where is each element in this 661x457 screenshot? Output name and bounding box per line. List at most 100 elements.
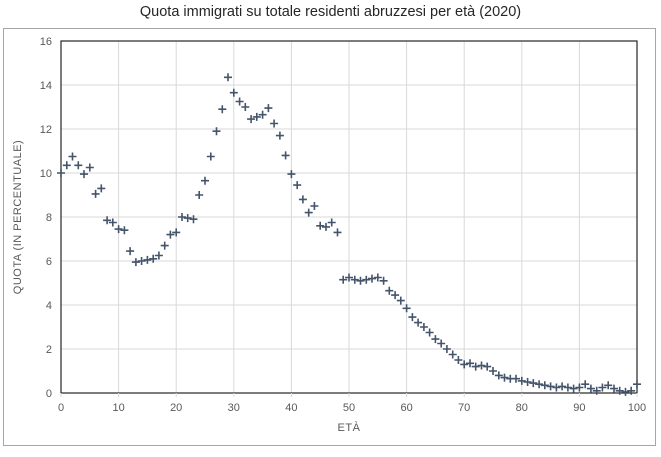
data-point-plus-icon — [160, 241, 169, 250]
x-tick-labels: 0 10 20 30 40 50 60 70 80 90 100 — [58, 402, 646, 414]
data-point-plus-icon — [466, 359, 474, 368]
data-point-plus-icon — [310, 202, 319, 210]
data-point-plus-icon — [419, 323, 428, 331]
data-point-plus-icon — [448, 350, 457, 359]
data-point-plus-icon — [304, 208, 313, 217]
chart-border — [3, 28, 656, 446]
data-point-plus-icon — [362, 275, 371, 284]
data-point-plus-icon — [494, 371, 503, 380]
data-point-plus-icon — [126, 247, 135, 256]
data-point-plus-icon — [270, 119, 279, 128]
data-point-plus-icon — [471, 362, 480, 371]
data-point-plus-icon — [62, 161, 71, 170]
svg-text:16: 16 — [40, 36, 52, 48]
chart-title: Quota immigrati su totale residenti abru… — [139, 4, 522, 20]
data-point-plus-icon — [540, 381, 549, 390]
data-point-plus-icon — [91, 189, 100, 198]
data-point-plus-icon — [350, 275, 359, 284]
data-point-plus-icon — [523, 378, 532, 386]
y-tick-labels: 0 2 4 6 8 10 12 14 16 — [40, 36, 52, 400]
data-point-plus-icon — [218, 105, 227, 114]
data-point-plus-icon — [316, 221, 325, 230]
data-point-plus-icon — [379, 276, 388, 285]
data-point-plus-icon — [615, 386, 624, 395]
y-axis-title: QUOTA (IN PERCENTUALE) — [12, 140, 24, 294]
svg-text:10: 10 — [112, 402, 124, 414]
data-point-plus-icon — [437, 339, 446, 348]
data-point-plus-icon — [610, 384, 618, 393]
data-point-plus-icon — [212, 127, 221, 136]
svg-text:60: 60 — [400, 402, 412, 414]
data-point-plus-icon — [586, 384, 595, 393]
data-point-plus-icon — [322, 222, 330, 231]
data-point-plus-icon — [598, 383, 607, 392]
data-point-plus-icon — [592, 386, 601, 395]
svg-text:90: 90 — [573, 402, 585, 414]
data-point-plus-icon — [57, 169, 65, 177]
data-point-plus-icon — [264, 104, 273, 113]
data-point-plus-icon — [500, 373, 509, 382]
data-point-plus-icon — [229, 88, 238, 97]
data-point-plus-icon — [120, 226, 129, 235]
data-point-plus-icon — [108, 218, 117, 227]
data-point-plus-icon — [633, 380, 641, 389]
data-point-plus-icon — [189, 215, 198, 224]
svg-text:14: 14 — [40, 80, 52, 92]
data-point-plus-icon — [80, 170, 88, 179]
data-point-plus-icon — [298, 195, 307, 204]
data-point-plus-icon — [563, 383, 572, 392]
data-point-plus-icon — [345, 273, 353, 282]
data-point-plus-icon — [195, 191, 204, 199]
svg-text:8: 8 — [46, 212, 52, 224]
axis-ticks — [60, 393, 638, 397]
data-point-plus-icon — [391, 291, 400, 300]
data-point-plus-icon — [247, 115, 256, 124]
data-point-plus-icon — [483, 362, 492, 371]
data-point-plus-icon — [339, 275, 348, 284]
data-point-plus-icon — [621, 387, 630, 396]
data-point-plus-icon — [327, 218, 336, 227]
data-point-plus-icon — [373, 273, 382, 282]
data-point-plus-icon — [97, 184, 106, 193]
data-point-plus-icon — [442, 345, 451, 353]
svg-text:0: 0 — [58, 402, 64, 414]
data-point-plus-icon — [224, 73, 232, 82]
data-point-plus-icon — [627, 386, 636, 395]
svg-text:20: 20 — [170, 402, 182, 414]
svg-text:100: 100 — [628, 402, 646, 414]
data-point-plus-icon — [402, 304, 411, 313]
svg-text:0: 0 — [46, 388, 52, 400]
data-point-plus-icon — [604, 381, 613, 390]
svg-text:4: 4 — [46, 300, 52, 312]
data-point-plus-icon — [477, 361, 486, 370]
svg-text:80: 80 — [516, 402, 528, 414]
svg-text:2: 2 — [46, 344, 52, 356]
data-point-plus-icon — [356, 276, 365, 285]
data-point-plus-icon — [131, 258, 140, 267]
svg-text:30: 30 — [228, 402, 240, 414]
data-point-plus-icon — [258, 110, 267, 119]
data-point-plus-icon — [558, 382, 567, 391]
data-point-plus-icon — [552, 383, 561, 392]
data-point-plus-icon — [529, 379, 538, 388]
data-point-plus-icon — [293, 181, 302, 190]
data-point-plus-icon — [166, 230, 175, 239]
data-point-plus-icon — [275, 131, 284, 140]
svg-text:12: 12 — [40, 124, 52, 136]
data-point-plus-icon — [575, 383, 584, 392]
data-point-plus-icon — [201, 176, 209, 185]
data-point-plus-icon — [149, 254, 158, 263]
svg-text:50: 50 — [343, 402, 355, 414]
data-point-plus-icon — [114, 225, 123, 234]
svg-text:6: 6 — [46, 256, 52, 268]
data-point-plus-icon — [460, 360, 469, 369]
data-point-plus-icon — [74, 161, 83, 170]
svg-text:70: 70 — [458, 402, 470, 414]
data-points — [57, 73, 641, 396]
data-point-plus-icon — [512, 374, 520, 383]
data-point-plus-icon — [85, 163, 94, 172]
data-point-plus-icon — [414, 318, 423, 327]
data-point-plus-icon — [252, 112, 261, 121]
